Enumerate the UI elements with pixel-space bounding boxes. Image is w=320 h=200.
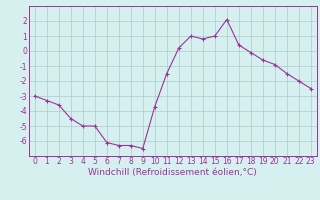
X-axis label: Windchill (Refroidissement éolien,°C): Windchill (Refroidissement éolien,°C) bbox=[88, 168, 257, 177]
